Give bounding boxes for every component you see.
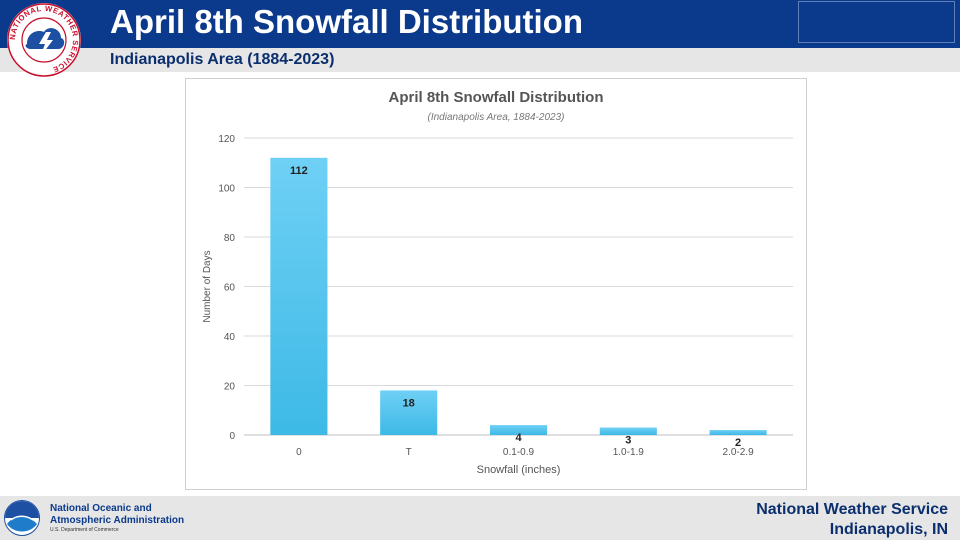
noaa-logo-icon xyxy=(4,500,40,536)
x-tick-label: T xyxy=(406,447,412,458)
bar-value-label: 4 xyxy=(515,432,522,444)
y-tick-label: 120 xyxy=(218,134,235,145)
noaa-agency-line2: Atmospheric Administration xyxy=(50,515,185,526)
y-tick-label: 20 xyxy=(224,382,236,393)
bar-value-label: 112 xyxy=(290,165,308,177)
y-tick-label: 80 xyxy=(224,233,236,244)
bar xyxy=(380,390,438,435)
noaa-agency-line1: National Oceanic and xyxy=(50,503,152,514)
page-title: April 8th Snowfall Distribution xyxy=(110,3,583,40)
y-tick-label: 60 xyxy=(224,283,236,294)
bar xyxy=(709,430,767,435)
page-subtitle: Indianapolis Area (1884-2023) xyxy=(110,51,335,68)
noaa-department: U.S. Department of Commerce xyxy=(50,527,119,533)
chart-title: April 8th Snowfall Distribution xyxy=(389,89,604,106)
bar xyxy=(489,425,548,435)
x-axis-title: Snowfall (inches) xyxy=(477,464,561,476)
y-axis-title: Number of Days xyxy=(202,250,213,322)
header-box xyxy=(798,1,955,43)
chart-frame: April 8th Snowfall Distribution (Indianap… xyxy=(185,78,807,490)
office-name-line1: National Weather Service xyxy=(756,501,948,518)
bar xyxy=(599,427,657,435)
office-name: National Weather Service Indianapolis, I… xyxy=(756,500,948,540)
x-tick-label: 0.1-0.9 xyxy=(503,447,535,458)
noaa-agency-name: National Oceanic and Atmospheric Adminis… xyxy=(50,503,210,527)
office-name-line2: Indianapolis, IN xyxy=(829,521,948,538)
snowfall-bar-chart: April 8th Snowfall Distribution (Indianap… xyxy=(202,89,793,476)
y-tick-label: 100 xyxy=(218,184,235,195)
x-tick-label: 0 xyxy=(296,447,302,458)
nws-logo-icon: NATIONAL WEATHER SERVICE xyxy=(7,3,81,77)
footer-bar: National Oceanic and Atmospheric Adminis… xyxy=(0,496,960,540)
x-tick-label: 2.0-2.9 xyxy=(723,447,755,458)
subheader-bar: Indianapolis Area (1884-2023) xyxy=(0,48,960,72)
chart-subtitle: (Indianapolis Area, 1884-2023) xyxy=(428,112,565,123)
bar-value-label: 18 xyxy=(403,397,415,409)
y-tick-label: 0 xyxy=(229,431,235,442)
header-bar: April 8th Snowfall Distribution xyxy=(0,0,960,48)
bar xyxy=(270,157,328,436)
bar-value-label: 2 xyxy=(735,437,741,449)
x-tick-label: 1.0-1.9 xyxy=(613,447,645,458)
y-tick-label: 40 xyxy=(224,332,236,343)
bar-value-label: 3 xyxy=(625,435,631,447)
